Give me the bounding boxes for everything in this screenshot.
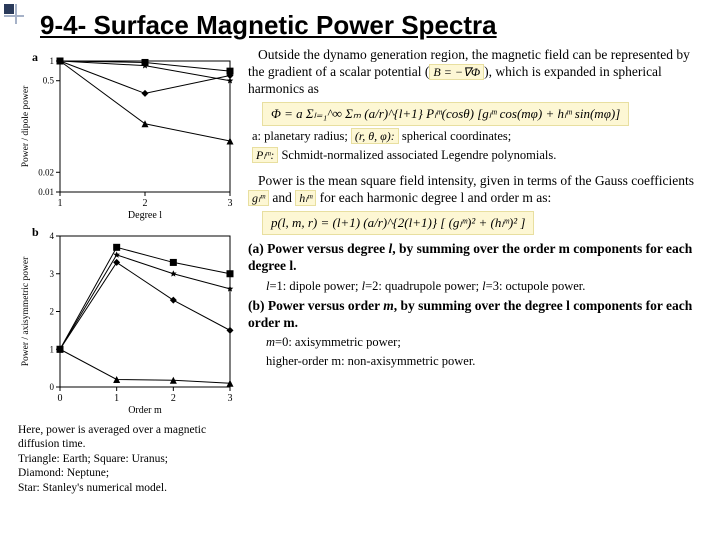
svg-text:1: 1 — [58, 198, 63, 209]
paragraph-1: Outside the dynamo generation region, th… — [248, 47, 702, 98]
corner-decoration — [0, 0, 30, 30]
svg-text:Degree l: Degree l — [128, 210, 162, 221]
inline-formula: hₗᵐ — [295, 190, 316, 206]
section-a-sub: l=1: dipole power; l=2: quadrupole power… — [266, 279, 702, 294]
text: for each harmonic degree l and order m a… — [316, 190, 551, 205]
section-b-sub2: higher-order m: non-axisymmetric power. — [266, 354, 702, 369]
inline-formula: Pₗᵐ: — [252, 147, 278, 163]
svg-text:0.02: 0.02 — [38, 167, 54, 177]
svg-text:3: 3 — [50, 269, 55, 279]
svg-text:0: 0 — [58, 393, 63, 404]
svg-text:2: 2 — [171, 393, 176, 404]
formula-2: p(l, m, r) = (l+1) (a/r)^{2(l+1)} [ (gₗᵐ… — [262, 211, 534, 235]
right-column: Outside the dynamo generation region, th… — [248, 47, 702, 495]
svg-text:Power / dipole power: Power / dipole power — [21, 85, 31, 167]
inline-formula: B = −∇Φ — [429, 64, 484, 80]
svg-text:3: 3 — [228, 393, 233, 404]
svg-text:b: b — [32, 225, 39, 239]
svg-text:0.01: 0.01 — [38, 187, 54, 197]
main-layout: a 1 2 3 0.01 0.02 0.5 1 Degree l Power / dipole p… — [18, 47, 702, 495]
page-title: 9-4- Surface Magnetic Power Spectra — [40, 10, 702, 41]
svg-text:0: 0 — [50, 382, 55, 392]
section-a: (a) Power versus degree l, by summing ov… — [248, 241, 702, 275]
note-2: Pₗᵐ: Schmidt-normalized associated Legen… — [252, 148, 702, 163]
caption-line: Star: Stanley's numerical model. — [18, 481, 238, 495]
text: Schmidt-normalized associated Legendre p… — [278, 148, 556, 162]
note-1: a: planetary radius; (r, θ, φ): spherica… — [252, 129, 702, 144]
text: spherical coordinates; — [399, 129, 511, 143]
svg-text:0.5: 0.5 — [43, 76, 55, 86]
caption-line: Triangle: Earth; Square: Uranus; — [18, 452, 238, 466]
svg-text:a: a — [32, 50, 38, 64]
svg-text:1: 1 — [50, 56, 55, 66]
text: (b) Power versus order — [248, 298, 383, 313]
left-column: a 1 2 3 0.01 0.02 0.5 1 Degree l Power / dipole p… — [18, 47, 238, 495]
formula-1: Φ = a Σₗ₌₁^∞ Σₘ (a/r)^{l+1} Pₗᵐ(cosθ) [g… — [262, 102, 629, 126]
svg-text:2: 2 — [50, 307, 55, 317]
svg-text:1: 1 — [50, 344, 55, 354]
svg-text:2: 2 — [143, 198, 148, 209]
inline-formula: gₗᵐ — [248, 190, 269, 206]
chart-b: b 0 1 2 3 0 1 2 3 4 Order m Power / axisymmetric po… — [18, 222, 238, 417]
text: and — [269, 190, 295, 205]
svg-text:4: 4 — [50, 231, 55, 241]
caption-line: Here, power is averaged over a magnetic … — [18, 423, 238, 452]
paragraph-2: Power is the mean square field intensity… — [248, 173, 702, 207]
section-b: (b) Power versus order m, by summing ove… — [248, 298, 702, 332]
svg-text:1: 1 — [114, 393, 119, 404]
text: a: planetary radius; — [252, 129, 351, 143]
svg-text:Order m: Order m — [128, 405, 162, 416]
chart-caption: Here, power is averaged over a magnetic … — [18, 423, 238, 495]
inline-formula: (r, θ, φ): — [351, 128, 399, 144]
section-b-sub1: m=0: axisymmetric power; — [266, 335, 702, 350]
caption-line: Diamond: Neptune; — [18, 466, 238, 480]
svg-text:3: 3 — [228, 198, 233, 209]
svg-text:Power / axisymmetric power: Power / axisymmetric power — [21, 256, 31, 366]
text: (a) Power versus degree — [248, 241, 388, 256]
chart-a: a 1 2 3 0.01 0.02 0.5 1 Degree l Power / dipole p… — [18, 47, 238, 222]
text: Power is the mean square field intensity… — [258, 173, 694, 188]
